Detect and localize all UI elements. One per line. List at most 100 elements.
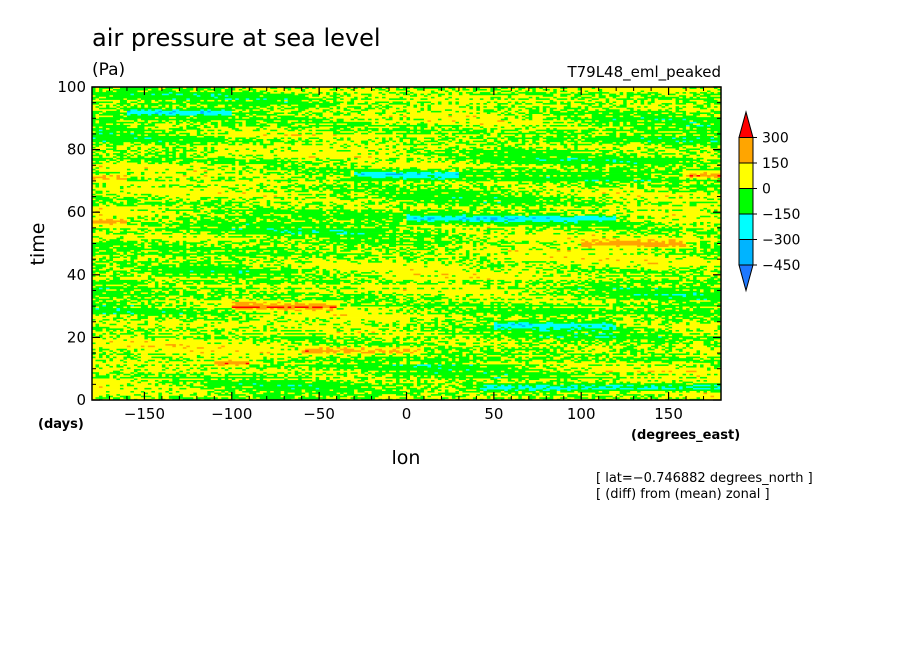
heatmap-cell (305, 343, 310, 346)
heatmap-cell (619, 295, 624, 298)
heatmap-cell (249, 365, 261, 368)
heatmap-cell (658, 299, 669, 302)
heatmap-cell (140, 364, 149, 366)
heatmap-cell (315, 320, 324, 323)
heatmap-cell (109, 349, 114, 352)
heatmap-cell (413, 396, 425, 399)
heatmap-cell (710, 348, 715, 351)
heatmap-cell (378, 323, 386, 326)
heatmap-cell (507, 392, 512, 395)
heatmap-cell (584, 349, 589, 352)
heatmap-cell (284, 315, 446, 318)
heatmap-cell (277, 302, 285, 305)
heatmap-cell (375, 349, 379, 352)
heatmap-cell (140, 302, 145, 305)
heatmap-cell (521, 396, 530, 399)
heatmap-cell (182, 343, 257, 346)
heatmap-cell (102, 287, 107, 290)
heatmap-cell (661, 360, 673, 363)
heatmap-cell (651, 298, 697, 301)
heatmap-cell (361, 335, 369, 338)
heatmap-cell (700, 390, 704, 393)
heatmap-cell (479, 392, 488, 395)
heatmap-cell (112, 296, 117, 299)
heatmap-cell (312, 282, 317, 285)
heatmap-cell (696, 328, 701, 330)
heatmap-cell (336, 359, 341, 362)
heatmap-cell (619, 324, 624, 327)
heatmap-cell (189, 317, 194, 320)
heatmap-cell (602, 321, 607, 324)
heatmap-cell (591, 367, 635, 370)
heatmap-cell (504, 301, 509, 304)
heatmap-cell (532, 393, 537, 396)
heatmap-cell (308, 302, 327, 305)
heatmap-cell (158, 323, 180, 326)
heatmap-cell (200, 351, 205, 354)
heatmap-cell (396, 302, 411, 305)
heatmap-cell (455, 335, 463, 338)
heatmap-cell (521, 340, 533, 343)
heatmap-cell (686, 364, 694, 366)
heatmap-cell (567, 292, 575, 294)
heatmap-cell (577, 332, 586, 335)
heatmap-cell (640, 370, 649, 373)
heatmap-cell (686, 329, 694, 332)
heatmap-cell (242, 296, 247, 299)
heatmap-cell (116, 302, 121, 305)
heatmap-cell (518, 367, 523, 370)
heatmap-cell (182, 320, 194, 323)
heatmap-cell (644, 348, 649, 351)
heatmap-cell (483, 337, 488, 340)
heatmap-cell (598, 342, 603, 345)
heatmap-cell (637, 302, 642, 305)
heatmap-cell (196, 335, 201, 338)
heatmap-cell (340, 287, 358, 290)
heatmap-cell (714, 373, 718, 376)
heatmap-cell (221, 346, 271, 349)
heatmap-cell (305, 357, 317, 360)
heatmap-cell (109, 323, 117, 326)
heatmap-cell (165, 313, 170, 316)
heatmap-cell (385, 302, 393, 305)
heatmap-cell (140, 395, 152, 398)
heatmap-cell (98, 398, 103, 400)
heatmap-cell (528, 315, 533, 318)
heatmap-cell (340, 357, 351, 360)
heatmap-cell (263, 287, 268, 290)
heatmap-cell (312, 381, 341, 384)
heatmap-cell (319, 340, 327, 343)
heatmap-cell (406, 293, 414, 296)
heatmap-cell (605, 381, 614, 384)
heatmap-cell (511, 392, 516, 395)
heatmap-cell (570, 367, 579, 370)
heatmap-cell (354, 299, 358, 302)
heatmap-cell (235, 349, 240, 352)
heatmap-cell (416, 320, 435, 323)
heatmap-cell (700, 318, 708, 321)
heatmap-cell (661, 282, 666, 285)
heatmap-cell (144, 296, 152, 299)
heatmap-cell (301, 287, 306, 290)
heatmap-cell (595, 343, 600, 346)
heatmap-cell (441, 337, 446, 340)
heatmap-cell (455, 281, 463, 284)
heatmap-cell (560, 354, 572, 357)
heatmap-cell (396, 292, 505, 294)
heatmap-cell (413, 328, 418, 330)
heatmap-cell (595, 381, 607, 384)
heatmap-cell (423, 385, 432, 388)
heatmap-cell (455, 328, 463, 330)
heatmap-cell (714, 345, 721, 348)
heatmap-cell (714, 387, 721, 390)
heatmap-cell (364, 348, 376, 351)
heatmap-cell (161, 365, 166, 368)
heatmap-cell (322, 320, 331, 323)
heatmap-cell (382, 340, 393, 343)
heatmap-cell (92, 398, 100, 400)
heatmap-cell (518, 370, 526, 373)
heatmap-cell (119, 332, 135, 335)
heatmap-cell (619, 323, 628, 326)
heatmap-cell (403, 293, 407, 296)
heatmap-cell (270, 335, 327, 338)
